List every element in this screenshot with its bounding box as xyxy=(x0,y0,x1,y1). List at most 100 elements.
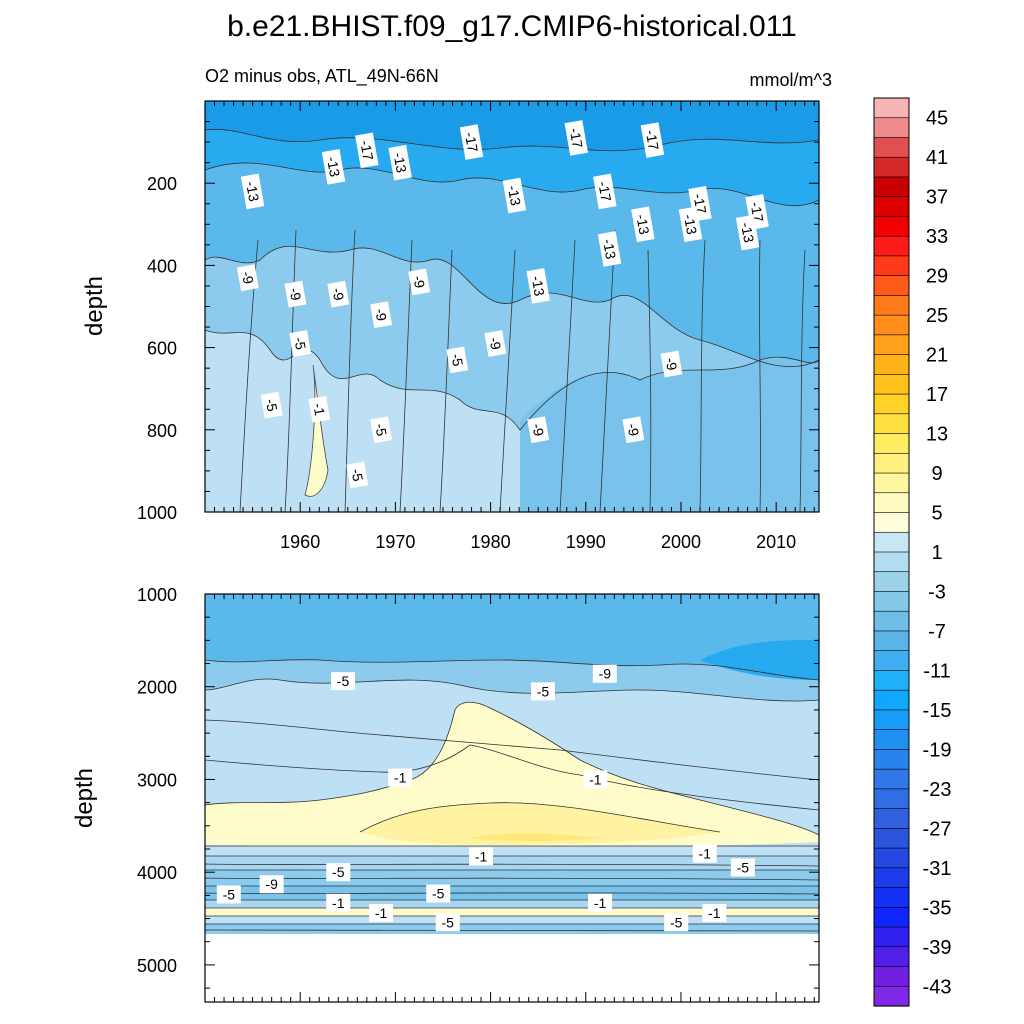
colorbar-label: 37 xyxy=(926,187,948,209)
y-tick-label: 5000 xyxy=(137,956,177,976)
y-tick-label: 1000 xyxy=(137,503,177,523)
colorbar-label: 13 xyxy=(926,424,948,446)
svg-text:-9: -9 xyxy=(329,287,347,302)
colorbar-swatch xyxy=(873,709,910,731)
svg-text:-5: -5 xyxy=(263,398,281,413)
lower-yellow-lens xyxy=(205,702,819,848)
contour-label: -9 xyxy=(622,416,645,444)
upper-lower-left-pale xyxy=(205,330,520,512)
colorbar-swatch xyxy=(873,650,910,672)
lower-ylabel: depth xyxy=(71,768,98,828)
colorbar-swatch xyxy=(873,453,910,474)
x-tick-label: 1960 xyxy=(280,532,320,552)
svg-text:-1: -1 xyxy=(589,771,602,787)
contour-label: -5 xyxy=(530,682,555,701)
upper-lower-right xyxy=(520,357,819,512)
colorbar-swatch xyxy=(873,847,910,869)
colorbar-swatch xyxy=(873,117,910,139)
colorbar-swatch xyxy=(873,334,910,356)
contour-label: -13 xyxy=(597,231,622,267)
lower-top-right-deep xyxy=(700,640,819,680)
colorbar-swatch xyxy=(873,374,910,395)
colorbar-swatch xyxy=(873,531,910,553)
colorbar-label: 41 xyxy=(926,147,948,169)
colorbar-swatch xyxy=(873,610,910,632)
colorbar-swatch xyxy=(873,729,910,750)
colorbar-swatch xyxy=(873,630,910,652)
panel-subtitle-left: O2 minus obs, ATL_49N-66N xyxy=(205,66,439,87)
lower-top-blue xyxy=(205,594,819,680)
colorbar-swatch xyxy=(873,472,910,494)
svg-text:-17: -17 xyxy=(357,139,376,162)
colorbar-swatch xyxy=(873,670,910,691)
colorbar-label: 5 xyxy=(931,503,942,525)
svg-text:-1: -1 xyxy=(310,402,328,417)
lower-x-ticks xyxy=(214,594,815,1002)
svg-text:-5: -5 xyxy=(348,467,366,482)
svg-text:-5: -5 xyxy=(537,683,550,699)
lower-no-data xyxy=(205,934,819,1002)
contour-label: -1 xyxy=(469,847,494,866)
contour-label: -1 xyxy=(369,903,394,922)
svg-text:-5: -5 xyxy=(223,886,236,902)
svg-text:-13: -13 xyxy=(738,221,757,244)
upper-panel: 1960 1970 1980 1990 2000 2010 200 400 600 800 100… xyxy=(81,100,820,552)
colorbar-swatch xyxy=(873,512,910,533)
contour-label: -5 xyxy=(260,391,283,419)
svg-text:-5: -5 xyxy=(442,914,455,930)
contour-label: -17 xyxy=(355,132,379,169)
svg-text:-9: -9 xyxy=(662,357,680,372)
contour-label: -1 xyxy=(583,770,608,789)
colorbar-swatch xyxy=(873,314,910,336)
x-tick-label: 1990 xyxy=(566,532,606,552)
svg-text:-9: -9 xyxy=(239,270,257,285)
contour-label: -9 xyxy=(660,350,683,378)
contour-label: -5 xyxy=(216,885,241,904)
svg-text:-5: -5 xyxy=(737,860,750,876)
colorbar-label: 17 xyxy=(926,384,948,406)
svg-text:-5: -5 xyxy=(432,886,445,902)
lower-yellow-core xyxy=(360,802,720,845)
colorbar-swatch xyxy=(873,828,910,849)
contour-label: -13 xyxy=(631,206,655,243)
colorbar-swatch xyxy=(873,966,910,987)
contour-label: -5 xyxy=(664,913,689,932)
upper-ylabel: depth xyxy=(81,276,108,336)
lower-band-6 xyxy=(205,908,819,916)
svg-text:-9: -9 xyxy=(599,666,612,682)
lower-band-5 xyxy=(205,900,819,908)
colorbar-label: 25 xyxy=(926,305,948,327)
contour-label: -1 xyxy=(308,395,331,423)
colorbar-label: -35 xyxy=(923,897,952,919)
colorbar-swatch xyxy=(873,433,910,454)
svg-text:-5: -5 xyxy=(332,864,345,880)
contour-label: -17 xyxy=(459,124,484,160)
svg-text:-9: -9 xyxy=(286,287,304,302)
colorbar-label: 9 xyxy=(931,463,942,485)
contour-label: -9 xyxy=(327,280,350,308)
colorbar-swatch xyxy=(873,768,910,790)
colorbar-swatch xyxy=(873,156,910,178)
svg-text:-17: -17 xyxy=(462,131,481,154)
colorbar-swatch xyxy=(873,946,910,968)
contour-label: -17 xyxy=(593,173,617,210)
svg-text:-9: -9 xyxy=(486,336,504,351)
colorbar-swatch xyxy=(873,907,910,928)
contour-label: -5 xyxy=(289,330,312,357)
colorbar-swatch xyxy=(873,295,910,316)
svg-text:-9: -9 xyxy=(410,274,428,289)
colorbar-label: 33 xyxy=(926,226,948,248)
contour-label: -1 xyxy=(588,893,613,912)
colorbar-swatch xyxy=(873,689,910,711)
svg-text:-9: -9 xyxy=(529,422,547,437)
contour-label: -5 xyxy=(446,346,469,374)
contour-label: -5 xyxy=(346,461,369,489)
svg-text:-9: -9 xyxy=(372,307,390,322)
colorbar-label: -7 xyxy=(928,621,946,643)
x-tick-label: 1980 xyxy=(471,532,511,552)
contour-label: -13 xyxy=(735,214,760,251)
svg-text:-5: -5 xyxy=(337,673,350,689)
colorbar-swatch xyxy=(873,551,910,573)
y-tick-label: 600 xyxy=(147,339,177,359)
